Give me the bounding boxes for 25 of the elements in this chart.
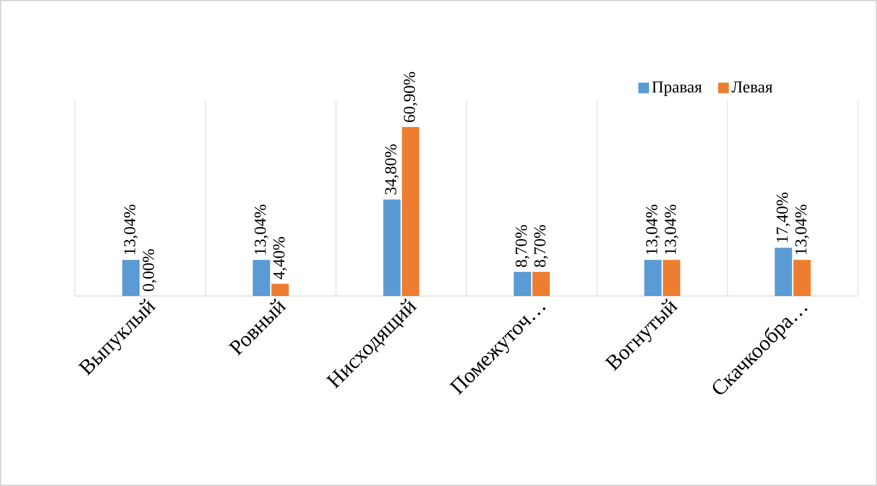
data-label: 13,04% bbox=[254, 204, 268, 254]
data-label: 4,40% bbox=[273, 237, 287, 280]
data-label: 34,80% bbox=[385, 144, 399, 194]
bar bbox=[402, 127, 420, 296]
bar bbox=[644, 260, 662, 296]
bar bbox=[793, 260, 811, 296]
bar bbox=[271, 284, 289, 296]
data-label: 8,70% bbox=[534, 225, 548, 267]
bar bbox=[662, 260, 680, 296]
data-label: 13,04% bbox=[664, 204, 678, 254]
legend-label: Левая bbox=[732, 81, 772, 93]
bar bbox=[774, 248, 792, 296]
bar bbox=[383, 199, 401, 296]
data-label: 0,00% bbox=[142, 249, 156, 292]
data-label: 13,04% bbox=[795, 204, 809, 254]
bar bbox=[514, 272, 532, 296]
data-label: 8,70% bbox=[516, 225, 530, 267]
bar bbox=[532, 272, 550, 296]
bar bbox=[122, 260, 140, 296]
data-label: 13,04% bbox=[124, 204, 138, 254]
data-label: 60,90% bbox=[404, 72, 418, 122]
data-label: 17,40% bbox=[776, 192, 790, 242]
data-label: 13,04% bbox=[646, 204, 660, 254]
bar bbox=[252, 260, 270, 296]
legend-label: Правая bbox=[652, 81, 702, 96]
